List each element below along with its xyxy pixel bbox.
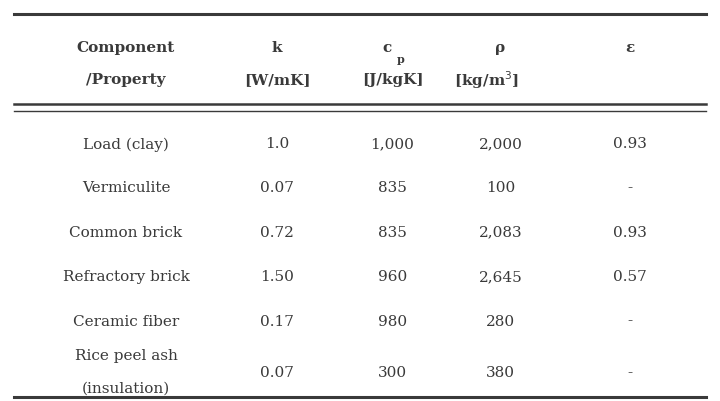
Text: 0.17: 0.17 xyxy=(260,315,294,328)
Text: 1,000: 1,000 xyxy=(371,138,414,151)
Text: (insulation): (insulation) xyxy=(82,381,170,395)
Text: 835: 835 xyxy=(378,182,407,195)
Text: 100: 100 xyxy=(486,182,515,195)
Text: 0.72: 0.72 xyxy=(260,226,294,239)
Text: 2,083: 2,083 xyxy=(479,226,522,239)
Text: 0.93: 0.93 xyxy=(613,138,647,151)
Text: 1.50: 1.50 xyxy=(260,271,294,284)
Text: ε: ε xyxy=(626,41,634,55)
Text: Common brick: Common brick xyxy=(69,226,183,239)
Text: -: - xyxy=(627,315,633,328)
Text: Load (clay): Load (clay) xyxy=(83,137,169,152)
Text: -: - xyxy=(627,366,633,380)
Text: [W/mK]: [W/mK] xyxy=(244,73,310,87)
Text: 380: 380 xyxy=(486,366,515,380)
Text: /Property: /Property xyxy=(86,73,166,87)
Text: [J/kgK]: [J/kgK] xyxy=(361,73,423,87)
Text: Refractory brick: Refractory brick xyxy=(63,271,189,284)
Text: k: k xyxy=(272,41,282,55)
Text: Rice peel ash: Rice peel ash xyxy=(75,349,177,363)
Text: 2,645: 2,645 xyxy=(479,271,522,284)
Text: 0.07: 0.07 xyxy=(260,366,294,380)
Text: 1.0: 1.0 xyxy=(265,138,289,151)
Text: -: - xyxy=(627,182,633,195)
Text: ρ: ρ xyxy=(495,41,505,55)
Text: 2,000: 2,000 xyxy=(479,138,522,151)
Text: 980: 980 xyxy=(378,315,407,328)
Text: 835: 835 xyxy=(378,226,407,239)
Text: 300: 300 xyxy=(378,366,407,380)
Text: 280: 280 xyxy=(486,315,515,328)
Text: 0.57: 0.57 xyxy=(613,271,647,284)
Text: 960: 960 xyxy=(378,271,407,284)
Text: c: c xyxy=(382,41,391,55)
Text: Component: Component xyxy=(77,41,175,55)
Text: 0.07: 0.07 xyxy=(260,182,294,195)
Text: Ceramic fiber: Ceramic fiber xyxy=(73,315,179,328)
Text: Vermiculite: Vermiculite xyxy=(82,182,170,195)
Text: 0.93: 0.93 xyxy=(613,226,647,239)
Text: p: p xyxy=(397,54,405,65)
Text: [kg/m$^3$]: [kg/m$^3$] xyxy=(454,69,518,91)
